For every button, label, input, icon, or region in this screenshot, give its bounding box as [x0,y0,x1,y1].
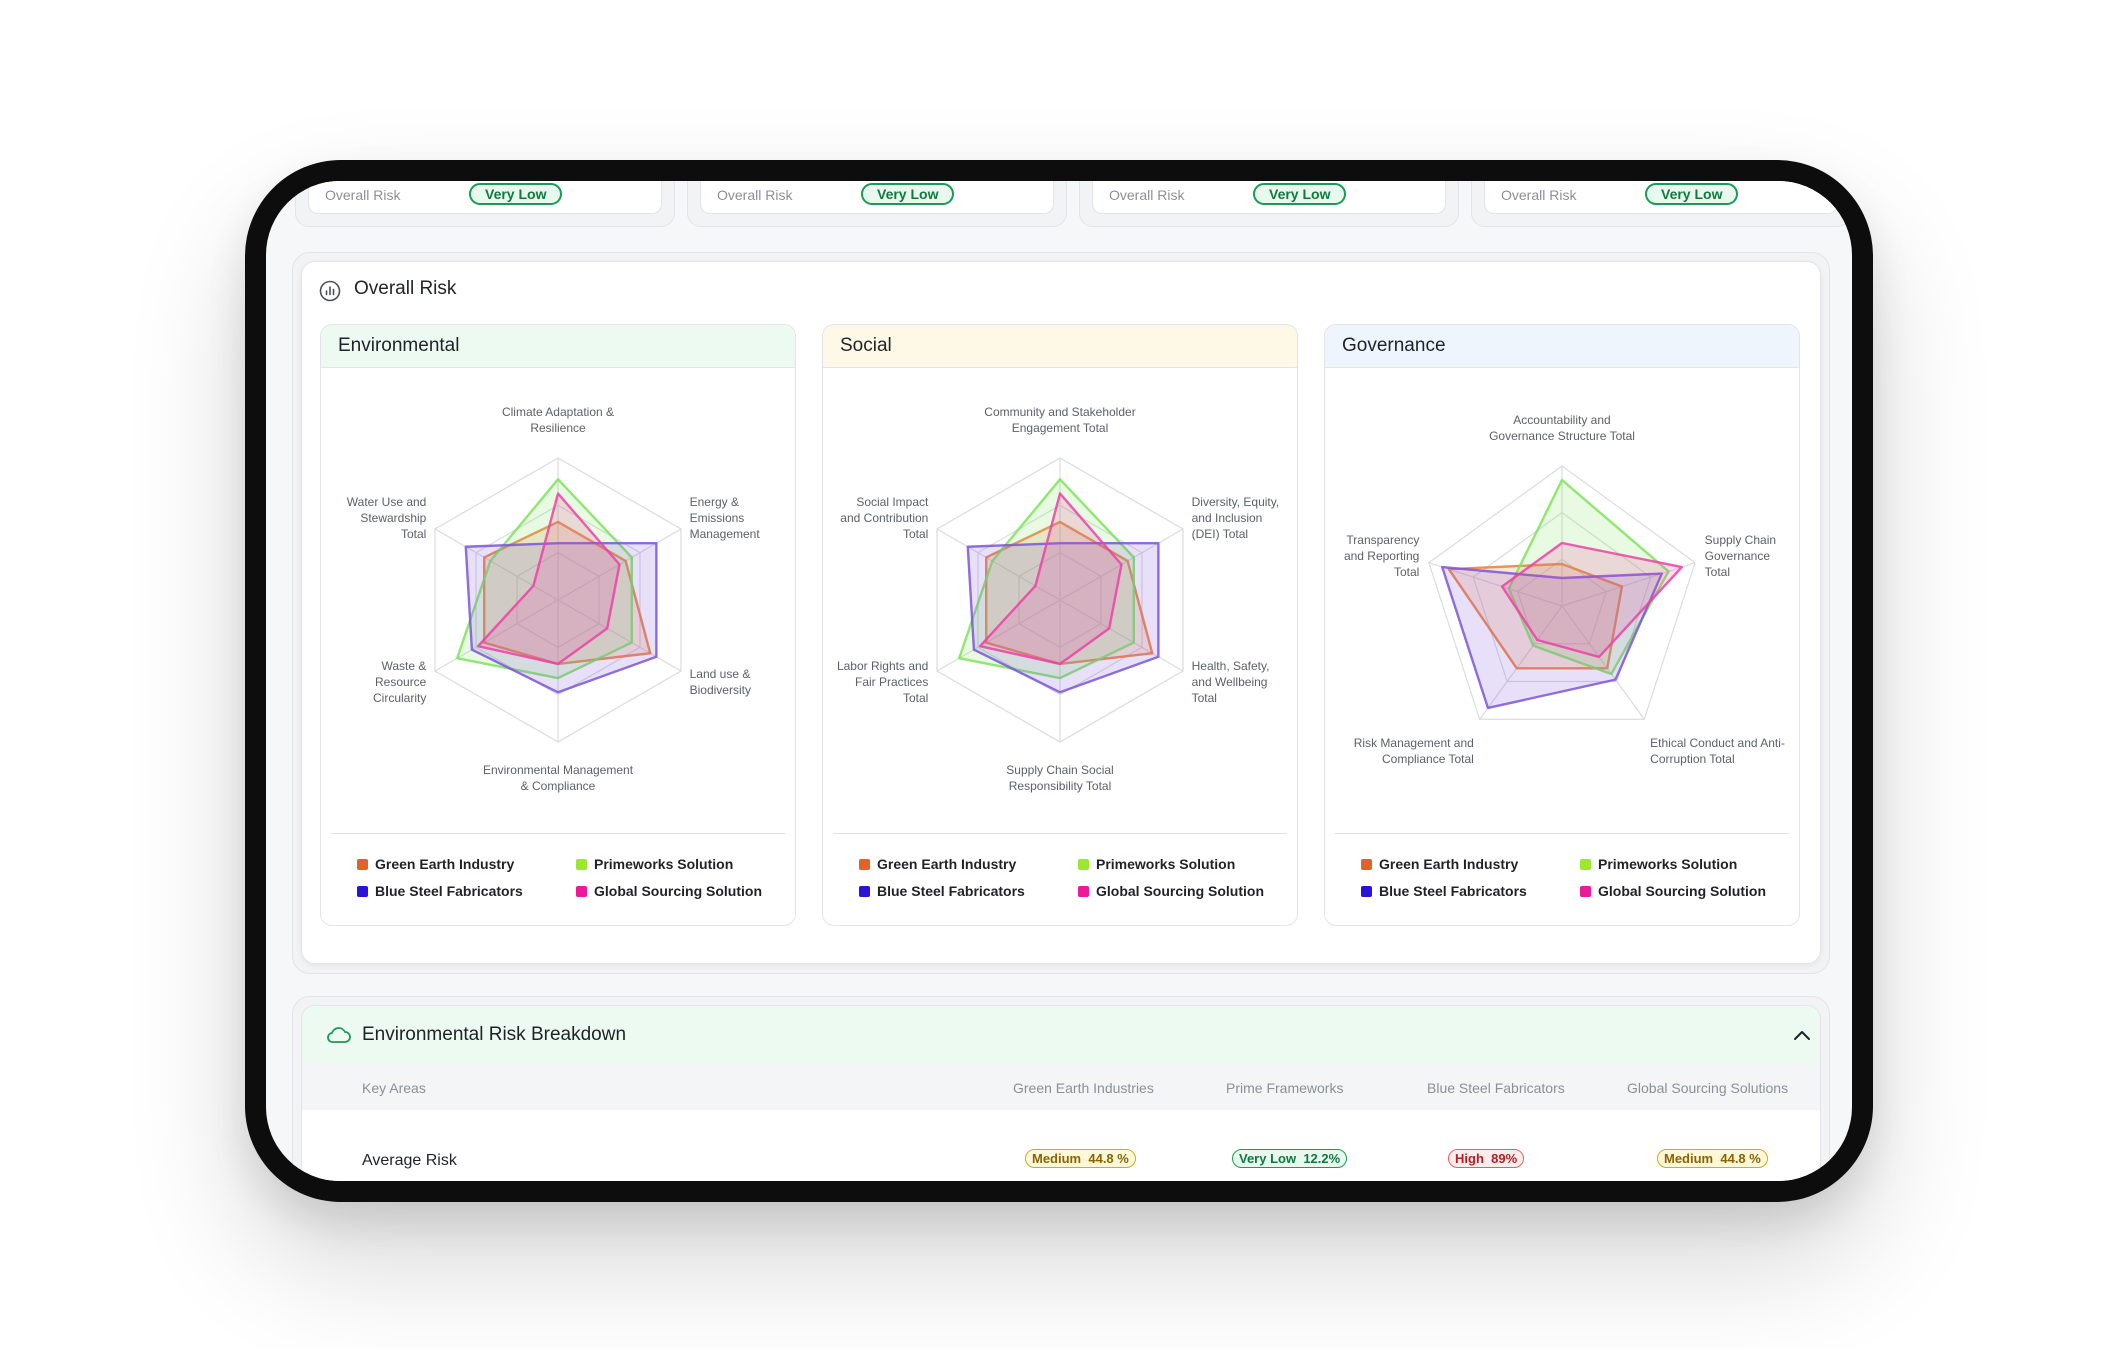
grid-spoke [434,599,559,672]
chart-title: Social [823,325,1297,368]
grid-spoke [936,528,1061,601]
governance-radar-chart: Accountability and Governance Structure T… [1344,413,1785,766]
chart-circle-icon [319,280,341,302]
legend-item: Primeworks Solution [576,856,733,872]
chart-legend: Green Earth Industry Primeworks Solution… [331,833,785,899]
summary-card-label: Overall Risk [1109,187,1185,203]
chevron-up-icon[interactable] [1792,1028,1812,1042]
radar-series-global-sourcing-solution[interactable] [978,492,1123,666]
axis-label: Supply Chain Social Responsibility Total [1006,763,1113,793]
legend-item: Global Sourcing Solution [1078,883,1264,899]
tablet-frame: Overall Risk Very Low Overall Risk Very … [245,160,1873,1202]
legend-item: Blue Steel Fabricators [859,883,1025,899]
column-header: Prime Frameworks [1226,1080,1344,1096]
risk-badge: Very Low [861,183,955,205]
environmental-radar-chart: Climate Adaptation & Resilience Energy & Em… [347,405,761,793]
radar-grid [936,457,1184,743]
section-title: Environmental Risk Breakdown [362,1024,627,1045]
chart-legend: Green Earth Industry Primeworks Solution… [833,833,1287,899]
screen: Overall Risk Very Low Overall Risk Very … [266,181,1852,1181]
axis-label: Community and Stakeholder Engagement Tota… [984,405,1135,435]
breakdown-header[interactable]: Environmental Risk Breakdown [302,1006,1820,1064]
legend-item: Green Earth Industry [1361,856,1518,872]
axis-label: Diversity, Equity, and Inclusion (DEI) Tot… [1192,495,1280,541]
radar-grid [1428,465,1696,720]
grid-spoke [936,599,1061,672]
risk-badge: Very Low 12.2% [1232,1149,1348,1168]
grid-ring [1516,558,1608,645]
summary-card-label: Overall Risk [717,187,793,203]
legend-item: Green Earth Industry [859,856,1016,872]
summary-card[interactable]: Overall Risk Very Low [1471,181,1851,227]
grid-spoke [1059,599,1184,672]
legend-item: Blue Steel Fabricators [1361,883,1527,899]
axis-label: Waste & Resource Circularity [373,659,427,705]
social-radar-chart: Community and Stakeholder Engagement Tota… [837,405,1280,793]
governance-chart-card: Governance Accountability and Governance … [1324,324,1800,926]
legend-item: Blue Steel Fabricators [357,883,523,899]
risk-badge: Medium 44.8 % [1025,1149,1136,1168]
summary-card[interactable]: Overall Risk Very Low [1079,181,1459,227]
axis-label: Water Use and Stewardship Total [347,495,427,541]
environmental-chart-card: Environmental Climate Adaptation & Resili… [320,324,796,926]
axis-label: Ethical Conduct and Anti-Corruption Tota… [1650,736,1785,766]
axis-label: Social Impact and Contribution Total [840,495,929,541]
axis-label: Land use & Biodiversity [690,667,751,697]
social-chart-card: Social Community and Stakeholder Engageme… [822,324,1298,926]
column-header: Blue Steel Fabricators [1427,1080,1565,1096]
risk-badge: Very Low [1253,183,1347,205]
legend-item: Primeworks Solution [1078,856,1235,872]
axis-label: Climate Adaptation & Resilience [502,405,614,435]
axis-label: Transparency and Reporting Total [1344,533,1419,579]
chart-title: Governance [1325,325,1799,368]
summary-card[interactable]: Overall Risk Very Low [687,181,1067,227]
axis-label: Energy & Emissions Management [690,495,761,541]
summary-card-label: Overall Risk [325,187,401,203]
legend-item: Green Earth Industry [357,856,514,872]
grid-spoke [434,528,559,601]
cloud-icon [327,1027,351,1043]
axis-label: Health, Safety, and Wellbeing Total [1192,659,1270,705]
legend-item: Global Sourcing Solution [576,883,762,899]
risk-badge: Medium 44.8 % [1657,1149,1768,1168]
column-header: Green Earth Industries [1013,1080,1154,1096]
axis-label: Environmental Management & Compliance [483,763,634,793]
axis-label: Supply Chain Governance Total [1705,533,1776,579]
grid-ring [1428,465,1696,720]
row-label: Average Risk [362,1152,457,1169]
column-header: Global Sourcing Solutions [1627,1080,1789,1096]
axis-label: Accountability and Governance Structure T… [1489,413,1635,443]
grid-spoke [557,599,682,672]
risk-badge: High 89% [1448,1149,1525,1168]
column-header: Key Areas [362,1080,426,1096]
radar-series-blue-steel-fabricators[interactable] [1440,565,1664,710]
summary-card-label: Overall Risk [1501,187,1577,203]
radar-series-global-sourcing-solution[interactable] [1500,541,1684,659]
section-title: Overall Risk [354,278,457,299]
grid-spoke [1561,605,1645,720]
environmental-risk-breakdown: Environmental Risk Breakdown Key Areas G… [292,996,1830,1181]
overall-risk-panel: Overall Risk Environmental Climate Adapt… [292,252,1830,974]
legend-item: Primeworks Solution [1580,856,1737,872]
axis-label: Labor Rights and Fair Practices Total [837,659,928,705]
chart-legend: Green Earth Industry Primeworks Solution… [1335,833,1789,899]
radar-series-global-sourcing-solution[interactable] [476,492,621,666]
grid-spoke [1479,605,1563,720]
grid-spoke [1561,562,1696,607]
risk-badge: Very Low [469,183,563,205]
legend-item: Global Sourcing Solution [1580,883,1766,899]
axis-label: Risk Management and Compliance Total [1354,736,1474,766]
table-header: Key Areas Green Earth Industries Prime F… [302,1064,1820,1110]
radar-grid [434,457,682,743]
summary-card[interactable]: Overall Risk Very Low [295,181,675,227]
chart-title: Environmental [321,325,795,368]
risk-badge: Very Low [1645,183,1739,205]
